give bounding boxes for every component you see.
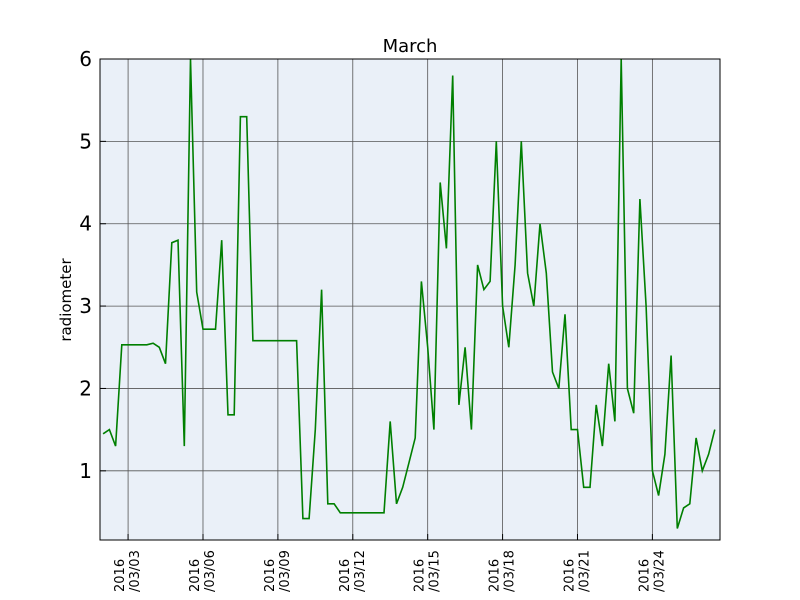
plot-frame [99, 58, 721, 541]
x-tick-label: 2016/03/06 [188, 550, 218, 592]
y-tick-label: 5 [79, 129, 92, 153]
data-line [102, 59, 716, 529]
y-axis-label: radiometer [57, 257, 75, 341]
x-tick-label-line: 2016 [488, 559, 503, 592]
x-tick-label-line: 2016 [263, 559, 278, 592]
x-tick-label-line: 2016 [413, 559, 428, 592]
x-tick-label-line: 2016 [338, 559, 353, 592]
x-tick-label-line: /03/24 [652, 550, 667, 592]
x-tick-label-line: /03/21 [577, 550, 592, 592]
x-tick-label-line: /03/06 [203, 550, 218, 592]
x-tick-label: 2016/03/24 [637, 550, 667, 592]
y-tick-label: 3 [79, 294, 92, 318]
chart-title: March [383, 36, 438, 57]
x-tick-label-line: 2016 [113, 559, 128, 592]
x-tick-label: 2016/03/12 [338, 550, 368, 592]
x-tick-label: 2016/03/09 [263, 550, 293, 592]
y-tick-label: 4 [79, 212, 92, 236]
y-tick-label: 6 [79, 47, 92, 71]
x-tick-label-line: /03/03 [128, 550, 143, 592]
x-tick-label: 2016/03/15 [413, 550, 443, 592]
y-tick-label: 2 [79, 376, 92, 400]
x-tick-label-line: 2016 [188, 559, 203, 592]
x-tick-label-line: 2016 [637, 559, 652, 592]
x-tick-label: 2016/03/18 [488, 550, 518, 592]
x-tick-label-line: 2016 [562, 559, 577, 592]
x-tick-label-line: /03/18 [503, 550, 518, 592]
x-tick-label: 2016/03/21 [562, 550, 592, 592]
x-tick-label-line: /03/12 [353, 550, 368, 592]
x-tick-label-line: /03/15 [428, 550, 443, 592]
x-tick-label: 2016/03/03 [113, 550, 143, 592]
x-tick-label-line: /03/09 [278, 550, 293, 592]
y-tick-label: 1 [79, 459, 92, 483]
